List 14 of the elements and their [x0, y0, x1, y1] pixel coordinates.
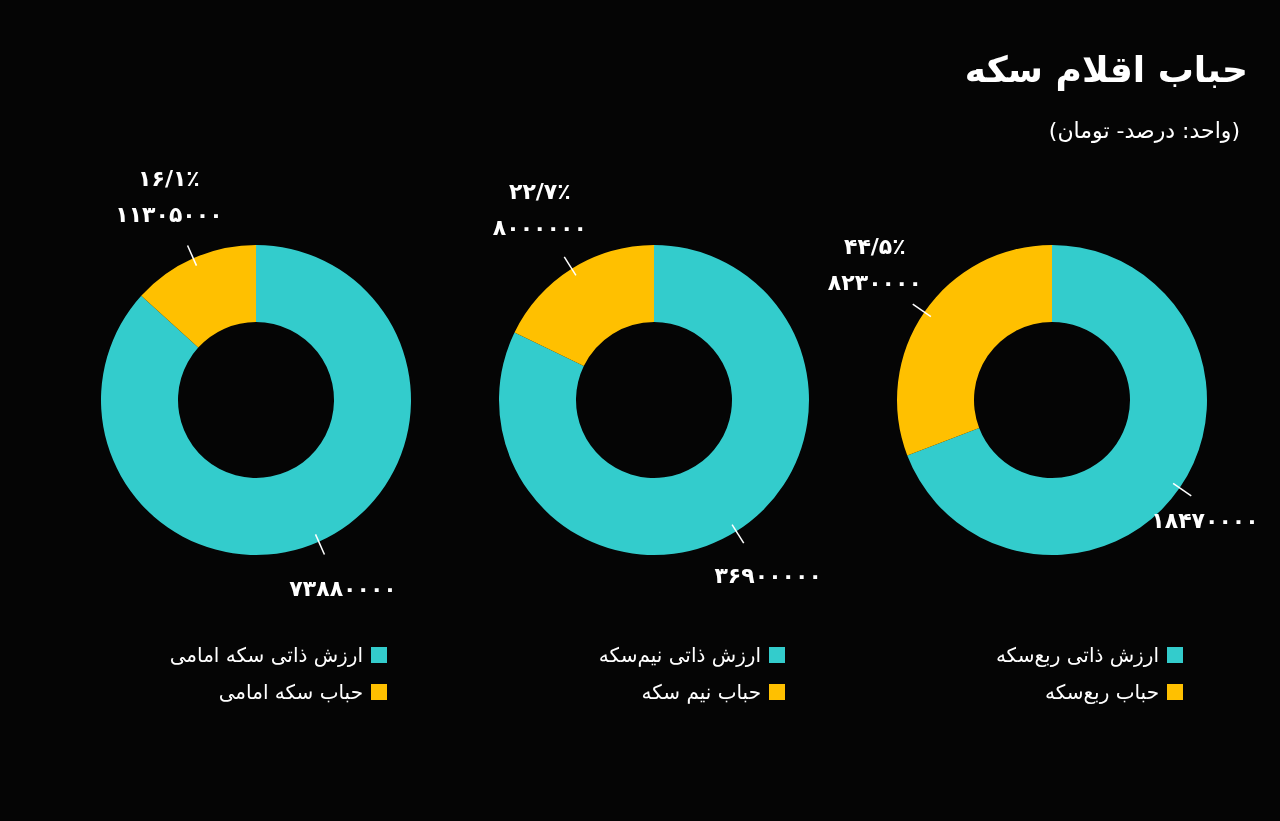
- chart-subtitle: (واحد: درصد- تومان): [1048, 118, 1240, 143]
- legend-label: حباب نیم سکه: [641, 680, 761, 704]
- data-label: ۱۶/۱٪ ۱۱۳۰۵۰۰۰: [115, 165, 223, 227]
- chart-title: حباب اقلام سکه: [964, 49, 1248, 91]
- data-label: ۷۳۸۸۰۰۰۰: [289, 576, 397, 602]
- legend-label: حباب سکه امامی: [218, 680, 363, 704]
- legend-label: ارزش ذاتی سکه امامی: [169, 643, 363, 667]
- legend-label: حباب ربع‌سکه: [1044, 680, 1159, 704]
- legend-label: ارزش ذاتی نیم‌سکه: [598, 643, 761, 667]
- data-label: ۲۲/۷٪ ۸۰۰۰۰۰۰: [492, 178, 587, 240]
- data-label: ۱۸۴۷۰۰۰۰: [1151, 508, 1259, 534]
- data-label: ۳۶۹۰۰۰۰۰: [714, 563, 822, 589]
- legend-label: ارزش ذاتی ربع‌سکه: [995, 643, 1159, 667]
- data-label: ۴۴/۵٪ ۸۲۳۰۰۰۰: [827, 233, 922, 295]
